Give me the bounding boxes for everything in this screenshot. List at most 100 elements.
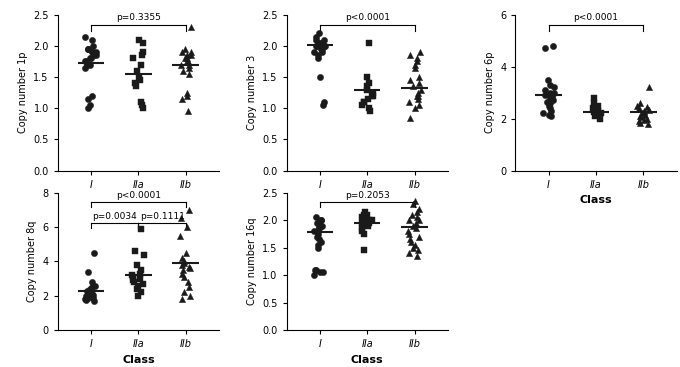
Point: [88, 43, 99, 49]
Point: [182, 58, 192, 65]
Point: [180, 46, 191, 52]
Point: [83, 269, 94, 275]
Point: [86, 279, 97, 285]
Point: [644, 107, 655, 113]
Point: [309, 272, 320, 278]
Point: [359, 99, 370, 105]
Point: [356, 220, 367, 226]
Point: [88, 292, 99, 298]
Point: [643, 121, 653, 127]
X-axis label: Class: Class: [580, 195, 612, 205]
Point: [179, 274, 190, 280]
Point: [80, 297, 90, 302]
Point: [361, 212, 372, 218]
Point: [364, 109, 375, 115]
Point: [411, 220, 422, 226]
Point: [81, 293, 92, 299]
Point: [308, 49, 319, 55]
Point: [90, 49, 101, 55]
Point: [411, 55, 422, 61]
Point: [181, 224, 192, 230]
Point: [177, 49, 188, 55]
Point: [545, 113, 556, 119]
Point: [316, 239, 327, 245]
Point: [411, 225, 422, 231]
Point: [404, 217, 415, 223]
Point: [185, 265, 196, 271]
Point: [176, 270, 187, 276]
Point: [83, 46, 94, 52]
Text: p<0.0001: p<0.0001: [116, 190, 161, 200]
Point: [316, 49, 327, 55]
Point: [86, 291, 97, 297]
Point: [177, 267, 188, 273]
Point: [83, 105, 94, 111]
Point: [90, 52, 101, 58]
Point: [407, 223, 418, 229]
Point: [411, 209, 422, 215]
Y-axis label: Copy number 1p: Copy number 1p: [18, 52, 28, 134]
Point: [364, 40, 375, 46]
Point: [82, 288, 92, 294]
Point: [313, 43, 324, 49]
Point: [135, 77, 146, 83]
Point: [311, 43, 322, 49]
Point: [634, 118, 645, 124]
Point: [186, 52, 197, 58]
Point: [315, 269, 326, 275]
Point: [363, 223, 374, 229]
Point: [83, 46, 94, 52]
Point: [548, 90, 559, 96]
Point: [357, 225, 368, 231]
Point: [364, 105, 375, 111]
Point: [545, 90, 556, 96]
Point: [316, 40, 326, 46]
X-axis label: Class: Class: [122, 355, 154, 365]
Point: [86, 55, 97, 61]
Point: [314, 40, 325, 46]
Point: [361, 87, 372, 92]
Point: [637, 110, 648, 116]
Point: [319, 99, 330, 105]
Point: [137, 105, 148, 111]
X-axis label: Class: Class: [122, 195, 154, 205]
Point: [363, 220, 374, 226]
Point: [83, 290, 94, 296]
Point: [128, 274, 139, 280]
Point: [179, 260, 190, 266]
Point: [412, 214, 423, 220]
Point: [312, 231, 323, 237]
Point: [409, 62, 420, 68]
Point: [81, 293, 92, 299]
Point: [357, 214, 368, 220]
Y-axis label: Copy number 6p: Copy number 6p: [485, 52, 494, 134]
Point: [86, 93, 97, 99]
Point: [412, 90, 423, 96]
Point: [313, 225, 324, 231]
Point: [84, 290, 95, 295]
Point: [366, 93, 377, 99]
Point: [313, 237, 324, 243]
Point: [139, 252, 150, 258]
Point: [318, 43, 329, 49]
Point: [86, 49, 97, 55]
Text: p=0.3355: p=0.3355: [116, 14, 160, 22]
Point: [182, 93, 192, 99]
Point: [548, 98, 559, 103]
Point: [368, 93, 379, 99]
Point: [634, 100, 645, 106]
Point: [80, 58, 90, 65]
Point: [360, 209, 371, 215]
Point: [314, 74, 325, 80]
Point: [179, 290, 190, 295]
Point: [547, 96, 558, 102]
Point: [129, 279, 139, 285]
Point: [137, 52, 148, 58]
Point: [588, 107, 599, 113]
Point: [404, 237, 415, 243]
Point: [88, 52, 99, 58]
Point: [592, 103, 603, 109]
Point: [411, 58, 422, 65]
Point: [356, 102, 367, 108]
Point: [313, 242, 324, 248]
